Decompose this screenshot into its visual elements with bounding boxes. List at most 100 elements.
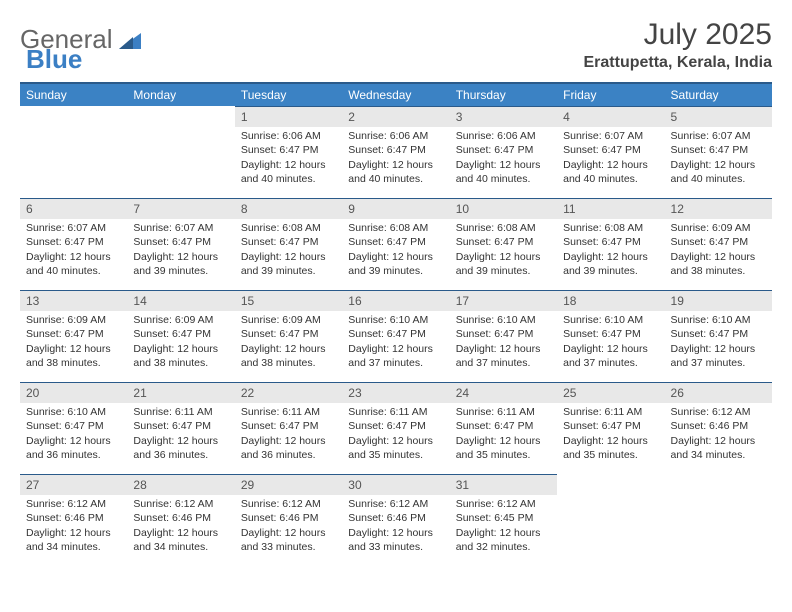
logo-triangle-icon [119, 31, 141, 49]
logo-text-blue: Blue [26, 44, 82, 74]
day-details: Sunrise: 6:12 AM Sunset: 6:46 PM Dayligh… [20, 495, 127, 556]
weekday-header: Friday [557, 83, 664, 106]
calendar-day-cell: 17Sunrise: 6:10 AM Sunset: 6:47 PM Dayli… [450, 290, 557, 382]
calendar-day-cell: 4Sunrise: 6:07 AM Sunset: 6:47 PM Daylig… [557, 106, 664, 198]
calendar-day-cell: 16Sunrise: 6:10 AM Sunset: 6:47 PM Dayli… [342, 290, 449, 382]
day-details: Sunrise: 6:08 AM Sunset: 6:47 PM Dayligh… [450, 219, 557, 280]
title-block: July 2025 Erattupetta, Kerala, India [584, 18, 773, 72]
day-number: 10 [450, 198, 557, 219]
day-details: Sunrise: 6:09 AM Sunset: 6:47 PM Dayligh… [235, 311, 342, 372]
day-details [665, 495, 772, 499]
calendar-day-cell: 28Sunrise: 6:12 AM Sunset: 6:46 PM Dayli… [127, 474, 234, 566]
day-number: 21 [127, 382, 234, 403]
calendar-day-cell: 10Sunrise: 6:08 AM Sunset: 6:47 PM Dayli… [450, 198, 557, 290]
day-number: 14 [127, 290, 234, 311]
day-details: Sunrise: 6:08 AM Sunset: 6:47 PM Dayligh… [557, 219, 664, 280]
day-number: 26 [665, 382, 772, 403]
calendar-day-cell [665, 474, 772, 566]
calendar-day-cell: 15Sunrise: 6:09 AM Sunset: 6:47 PM Dayli… [235, 290, 342, 382]
day-details: Sunrise: 6:07 AM Sunset: 6:47 PM Dayligh… [665, 127, 772, 188]
day-number: 24 [450, 382, 557, 403]
weekday-header: Monday [127, 83, 234, 106]
day-details: Sunrise: 6:08 AM Sunset: 6:47 PM Dayligh… [342, 219, 449, 280]
calendar-day-cell: 8Sunrise: 6:08 AM Sunset: 6:47 PM Daylig… [235, 198, 342, 290]
day-number: 4 [557, 106, 664, 127]
day-number: 5 [665, 106, 772, 127]
day-details: Sunrise: 6:07 AM Sunset: 6:47 PM Dayligh… [20, 219, 127, 280]
day-details: Sunrise: 6:09 AM Sunset: 6:47 PM Dayligh… [20, 311, 127, 372]
calendar-day-cell: 24Sunrise: 6:11 AM Sunset: 6:47 PM Dayli… [450, 382, 557, 474]
calendar-day-cell: 1Sunrise: 6:06 AM Sunset: 6:47 PM Daylig… [235, 106, 342, 198]
calendar-day-cell: 20Sunrise: 6:10 AM Sunset: 6:47 PM Dayli… [20, 382, 127, 474]
weekday-header-row: Sunday Monday Tuesday Wednesday Thursday… [20, 83, 772, 106]
calendar-week-row: 1Sunrise: 6:06 AM Sunset: 6:47 PM Daylig… [20, 106, 772, 198]
day-number: 12 [665, 198, 772, 219]
calendar-day-cell: 9Sunrise: 6:08 AM Sunset: 6:47 PM Daylig… [342, 198, 449, 290]
calendar-day-cell: 13Sunrise: 6:09 AM Sunset: 6:47 PM Dayli… [20, 290, 127, 382]
day-details [557, 495, 664, 499]
calendar-week-row: 6Sunrise: 6:07 AM Sunset: 6:47 PM Daylig… [20, 198, 772, 290]
day-number: 25 [557, 382, 664, 403]
calendar-day-cell: 22Sunrise: 6:11 AM Sunset: 6:47 PM Dayli… [235, 382, 342, 474]
calendar-day-cell: 29Sunrise: 6:12 AM Sunset: 6:46 PM Dayli… [235, 474, 342, 566]
day-number: 19 [665, 290, 772, 311]
day-number: 6 [20, 198, 127, 219]
day-number: 18 [557, 290, 664, 311]
day-number: 23 [342, 382, 449, 403]
day-number: 2 [342, 106, 449, 127]
day-number: 1 [235, 106, 342, 127]
calendar-day-cell: 19Sunrise: 6:10 AM Sunset: 6:47 PM Dayli… [665, 290, 772, 382]
calendar-day-cell: 5Sunrise: 6:07 AM Sunset: 6:47 PM Daylig… [665, 106, 772, 198]
day-number: 29 [235, 474, 342, 495]
weekday-header: Sunday [20, 83, 127, 106]
day-number: 17 [450, 290, 557, 311]
day-details: Sunrise: 6:11 AM Sunset: 6:47 PM Dayligh… [450, 403, 557, 464]
day-details: Sunrise: 6:08 AM Sunset: 6:47 PM Dayligh… [235, 219, 342, 280]
day-details: Sunrise: 6:09 AM Sunset: 6:47 PM Dayligh… [127, 311, 234, 372]
calendar-day-cell: 7Sunrise: 6:07 AM Sunset: 6:47 PM Daylig… [127, 198, 234, 290]
weekday-header: Tuesday [235, 83, 342, 106]
day-number: 15 [235, 290, 342, 311]
calendar-week-row: 27Sunrise: 6:12 AM Sunset: 6:46 PM Dayli… [20, 474, 772, 566]
day-details: Sunrise: 6:07 AM Sunset: 6:47 PM Dayligh… [127, 219, 234, 280]
calendar-table: Sunday Monday Tuesday Wednesday Thursday… [20, 82, 772, 566]
weekday-header: Thursday [450, 83, 557, 106]
day-number: 31 [450, 474, 557, 495]
calendar-week-row: 20Sunrise: 6:10 AM Sunset: 6:47 PM Dayli… [20, 382, 772, 474]
calendar-day-cell: 6Sunrise: 6:07 AM Sunset: 6:47 PM Daylig… [20, 198, 127, 290]
calendar-day-cell [127, 106, 234, 198]
day-number: 16 [342, 290, 449, 311]
calendar-week-row: 13Sunrise: 6:09 AM Sunset: 6:47 PM Dayli… [20, 290, 772, 382]
day-number: 22 [235, 382, 342, 403]
day-details: Sunrise: 6:10 AM Sunset: 6:47 PM Dayligh… [557, 311, 664, 372]
day-details: Sunrise: 6:12 AM Sunset: 6:46 PM Dayligh… [235, 495, 342, 556]
day-details [20, 127, 127, 131]
day-number: 7 [127, 198, 234, 219]
day-details: Sunrise: 6:06 AM Sunset: 6:47 PM Dayligh… [235, 127, 342, 188]
day-details: Sunrise: 6:06 AM Sunset: 6:47 PM Dayligh… [450, 127, 557, 188]
day-details: Sunrise: 6:12 AM Sunset: 6:46 PM Dayligh… [342, 495, 449, 556]
day-number: 13 [20, 290, 127, 311]
day-number: 9 [342, 198, 449, 219]
day-details: Sunrise: 6:11 AM Sunset: 6:47 PM Dayligh… [342, 403, 449, 464]
day-number: 30 [342, 474, 449, 495]
day-details: Sunrise: 6:06 AM Sunset: 6:47 PM Dayligh… [342, 127, 449, 188]
day-details: Sunrise: 6:10 AM Sunset: 6:47 PM Dayligh… [450, 311, 557, 372]
calendar-day-cell: 30Sunrise: 6:12 AM Sunset: 6:46 PM Dayli… [342, 474, 449, 566]
weekday-header: Saturday [665, 83, 772, 106]
day-details: Sunrise: 6:10 AM Sunset: 6:47 PM Dayligh… [665, 311, 772, 372]
weekday-header: Wednesday [342, 83, 449, 106]
calendar-day-cell: 27Sunrise: 6:12 AM Sunset: 6:46 PM Dayli… [20, 474, 127, 566]
day-number: 27 [20, 474, 127, 495]
calendar-day-cell: 3Sunrise: 6:06 AM Sunset: 6:47 PM Daylig… [450, 106, 557, 198]
day-details: Sunrise: 6:09 AM Sunset: 6:47 PM Dayligh… [665, 219, 772, 280]
calendar-body: 1Sunrise: 6:06 AM Sunset: 6:47 PM Daylig… [20, 106, 772, 566]
day-number: 3 [450, 106, 557, 127]
calendar-day-cell [557, 474, 664, 566]
calendar-day-cell [20, 106, 127, 198]
day-details: Sunrise: 6:11 AM Sunset: 6:47 PM Dayligh… [557, 403, 664, 464]
day-details: Sunrise: 6:12 AM Sunset: 6:46 PM Dayligh… [665, 403, 772, 464]
day-details: Sunrise: 6:11 AM Sunset: 6:47 PM Dayligh… [235, 403, 342, 464]
day-details: Sunrise: 6:12 AM Sunset: 6:45 PM Dayligh… [450, 495, 557, 556]
calendar-day-cell: 2Sunrise: 6:06 AM Sunset: 6:47 PM Daylig… [342, 106, 449, 198]
